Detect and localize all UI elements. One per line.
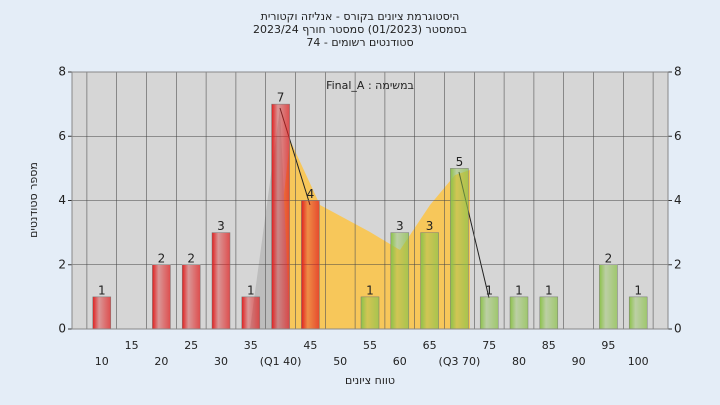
y2-tick-label: 2 <box>674 257 682 271</box>
bar <box>181 264 201 330</box>
bar <box>479 296 499 330</box>
data-label: 3 <box>426 219 434 233</box>
x-tick-label: 95 <box>601 339 615 352</box>
bar <box>152 264 171 330</box>
x-tick-label: 55 <box>363 339 377 352</box>
data-label: 3 <box>217 219 225 233</box>
y-tick-label: 2 <box>58 257 66 271</box>
x-tick-label: 100 <box>628 355 649 368</box>
data-label: 1 <box>545 283 553 297</box>
chart-title: היסטוגרמת ציונים בקורס - אנליזה וקטורית <box>261 10 460 23</box>
y2-tick-label: 8 <box>674 65 682 79</box>
y2-tick-label: 4 <box>674 193 682 207</box>
data-label: 5 <box>456 155 464 169</box>
y-tick-label: 0 <box>58 322 66 336</box>
y2-tick-label: 0 <box>674 322 682 336</box>
bar <box>539 296 559 330</box>
data-label: 1 <box>634 283 642 297</box>
bar <box>211 232 231 330</box>
x-tick-label: 20 <box>154 355 168 368</box>
x-tick-label: (Q3 70) <box>439 355 481 368</box>
data-label: 1 <box>485 283 493 297</box>
data-label: 4 <box>307 187 315 201</box>
x-tick-label: 85 <box>542 339 556 352</box>
x-tick-label: 45 <box>303 339 317 352</box>
x-tick-label: 15 <box>125 339 139 352</box>
x-tick-label: 60 <box>393 355 407 368</box>
y-tick-label: 6 <box>58 129 66 143</box>
chart-title: סטודנטים רשומים - 74 <box>306 36 413 49</box>
bar <box>271 103 290 330</box>
bar <box>599 264 618 330</box>
data-label: 1 <box>98 283 106 297</box>
data-label: 1 <box>366 283 374 297</box>
x-tick-label: 25 <box>184 339 198 352</box>
bar <box>420 232 439 330</box>
bar <box>628 296 648 330</box>
y2-tick-label: 6 <box>674 129 682 143</box>
annotation: Final_A : במשימה <box>326 79 414 92</box>
chart-title: בסמסטר (01/2023) סמסטר חורף 2023/24 <box>253 23 467 36</box>
x-tick-label: (Q1 40) <box>260 355 302 368</box>
data-label: 2 <box>187 251 195 265</box>
data-label: 1 <box>515 283 523 297</box>
x-axis-label: טווח ציונים <box>345 374 395 387</box>
x-tick-label: 30 <box>214 355 228 368</box>
bar <box>241 296 261 330</box>
x-tick-label: 35 <box>244 339 258 352</box>
bar <box>301 200 320 330</box>
x-tick-label: 65 <box>423 339 437 352</box>
bar <box>390 232 410 330</box>
data-label: 3 <box>396 219 404 233</box>
y-tick-label: 8 <box>58 65 66 79</box>
data-label: 2 <box>605 251 613 265</box>
x-tick-label: 90 <box>572 355 586 368</box>
y-tick-label: 4 <box>58 193 66 207</box>
bar <box>509 296 529 330</box>
plot-border <box>71 71 669 330</box>
x-tick-label: 10 <box>95 355 109 368</box>
y-axis-label: מספר סטודנטים <box>27 162 40 238</box>
data-label: 1 <box>247 283 255 297</box>
bar <box>92 296 112 330</box>
x-tick-label: 50 <box>333 355 347 368</box>
data-label: 2 <box>158 251 166 265</box>
x-tick-label: 80 <box>512 355 526 368</box>
bar <box>360 296 380 330</box>
data-label: 7 <box>277 91 285 105</box>
x-tick-label: 75 <box>482 339 496 352</box>
bar <box>450 168 469 330</box>
